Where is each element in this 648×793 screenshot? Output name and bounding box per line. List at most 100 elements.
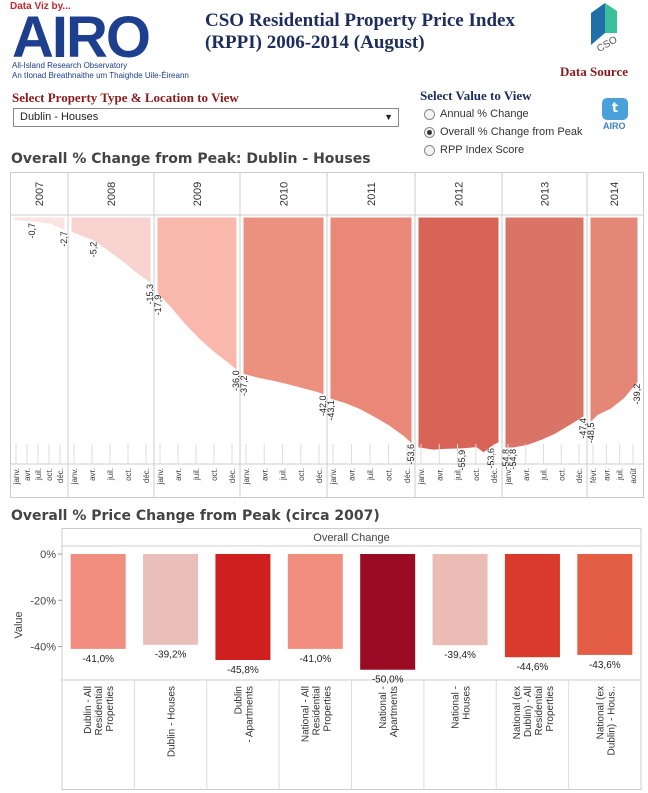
year-label: 2013 bbox=[540, 182, 552, 206]
month-label: juil. bbox=[540, 468, 549, 481]
data-label: -36,0 bbox=[231, 370, 241, 391]
month-label: déc. bbox=[490, 468, 499, 483]
radio-rpp-index[interactable]: RPP Index Score bbox=[424, 144, 524, 156]
month-label: avr. bbox=[23, 468, 32, 481]
radio-overall-change[interactable]: Overall % Change from Peak bbox=[424, 126, 582, 138]
bar-value-label: -39,4% bbox=[444, 650, 476, 661]
year-label: 2010 bbox=[279, 182, 291, 206]
value-select-label: Select Value to View bbox=[420, 88, 532, 103]
month-label: oct. bbox=[385, 468, 394, 481]
area-chart-title: Overall % Change from Peak: Dublin - Hou… bbox=[11, 151, 371, 167]
category-label: National - bbox=[451, 686, 462, 729]
data-label: -17,9 bbox=[153, 295, 163, 316]
area-2011 bbox=[330, 217, 412, 444]
data-label: -53,6 bbox=[406, 444, 416, 465]
month-label: déc. bbox=[56, 468, 65, 483]
bar-value-label: -50,0% bbox=[372, 675, 404, 686]
month-label: févr. bbox=[589, 468, 598, 483]
y-tick-label: -40% bbox=[30, 642, 56, 654]
category-label: National - All bbox=[300, 686, 311, 742]
data-label: -42,0 bbox=[318, 396, 328, 417]
month-label: janv. bbox=[329, 468, 338, 485]
category-label: National (ex bbox=[595, 686, 606, 739]
area-2009 bbox=[157, 217, 237, 370]
area-2007 bbox=[13, 217, 65, 231]
month-label: oct. bbox=[124, 468, 133, 481]
twitter-airo-label: AIRO bbox=[603, 121, 626, 131]
bar bbox=[577, 554, 633, 655]
month-label: août bbox=[629, 467, 638, 483]
data-label: -37,2 bbox=[239, 375, 249, 396]
radio-label: RPP Index Score bbox=[440, 144, 525, 156]
y-axis-label: Value bbox=[13, 611, 25, 638]
radio-button[interactable] bbox=[424, 144, 435, 156]
month-label: déc. bbox=[228, 468, 237, 483]
airo-logo: AIRO bbox=[12, 5, 151, 70]
data-source-link[interactable]: Data Source bbox=[560, 64, 629, 79]
bar bbox=[287, 554, 343, 649]
category-label: Residential bbox=[94, 686, 105, 735]
category-label: Properties bbox=[545, 686, 556, 732]
property-type-value: Dublin - Houses bbox=[20, 111, 99, 123]
month-label: oct. bbox=[297, 468, 306, 481]
bar-value-label: -39,2% bbox=[155, 650, 187, 661]
month-label: janv. bbox=[12, 468, 21, 485]
month-label: déc. bbox=[575, 468, 584, 483]
bar bbox=[360, 554, 416, 670]
bar-value-label: -41,0% bbox=[82, 654, 114, 665]
property-type-select[interactable]: Dublin - Houses ▼ bbox=[13, 108, 399, 127]
data-label: -39,2 bbox=[632, 384, 642, 405]
year-label: 2014 bbox=[609, 182, 621, 206]
area-2012 bbox=[418, 217, 499, 453]
bar-value-label: -45,8% bbox=[227, 665, 259, 676]
month-label: déc. bbox=[403, 468, 412, 483]
bar bbox=[504, 554, 560, 658]
month-label: avr. bbox=[435, 468, 444, 481]
month-label: janv. bbox=[417, 468, 426, 485]
data-label: -53,6 bbox=[486, 448, 496, 469]
category-label: Residential bbox=[534, 686, 545, 735]
data-label: -0,7 bbox=[27, 223, 37, 239]
radio-button[interactable] bbox=[424, 108, 435, 120]
category-label: National - bbox=[378, 686, 389, 729]
bar-chart-title: Overall % Price Change from Peak (circa … bbox=[11, 508, 380, 524]
y-tick-label: 0% bbox=[40, 549, 56, 561]
logo-subtitle-english: All-Island Research Observatory bbox=[12, 61, 128, 70]
month-label: janv. bbox=[504, 468, 513, 485]
bar bbox=[215, 554, 271, 661]
month-label: avr. bbox=[174, 468, 183, 481]
property-type-label: Select Property Type & Location to View bbox=[12, 90, 239, 105]
radio-annual-change[interactable]: Annual % Change bbox=[424, 108, 529, 120]
category-label: Apartments bbox=[389, 686, 400, 737]
category-label: Residential bbox=[311, 686, 322, 735]
category-label: National (ex bbox=[512, 686, 523, 739]
month-label: janv. bbox=[242, 468, 251, 485]
month-label: déc. bbox=[142, 468, 151, 483]
area-2008 bbox=[71, 217, 151, 283]
category-label: Properties bbox=[322, 686, 333, 732]
cso-logo-icon: CSO bbox=[591, 3, 620, 53]
logo-subtitle-irish: An tIonad Breathnaithe um Thaighde Uile-… bbox=[12, 71, 189, 80]
month-label: janv. bbox=[70, 468, 79, 485]
month-label: avr. bbox=[260, 468, 269, 481]
radio-label: Overall % Change from Peak bbox=[440, 126, 583, 138]
y-tick-label: -20% bbox=[30, 595, 56, 607]
data-label: -43,1 bbox=[326, 400, 336, 421]
chevron-down-icon: ▼ bbox=[384, 112, 393, 122]
data-label: -15,3 bbox=[145, 284, 155, 305]
bar-value-label: -43,6% bbox=[589, 660, 621, 671]
month-label: avr. bbox=[522, 468, 531, 481]
month-label: juil. bbox=[192, 468, 201, 481]
data-label: -48,5 bbox=[586, 423, 596, 444]
year-label: 2007 bbox=[34, 182, 46, 206]
month-label: déc. bbox=[315, 468, 324, 483]
radio-button-selected[interactable] bbox=[424, 126, 435, 138]
category-label: Dublin) - Hous.. bbox=[606, 686, 617, 755]
category-label: Houses bbox=[462, 686, 473, 720]
category-label: Dublin - All bbox=[83, 686, 94, 734]
month-label: avr. bbox=[88, 468, 97, 481]
logo-tagline: Data Viz by... bbox=[10, 1, 71, 12]
twitter-icon[interactable]: t bbox=[602, 98, 628, 120]
bar bbox=[70, 554, 126, 649]
